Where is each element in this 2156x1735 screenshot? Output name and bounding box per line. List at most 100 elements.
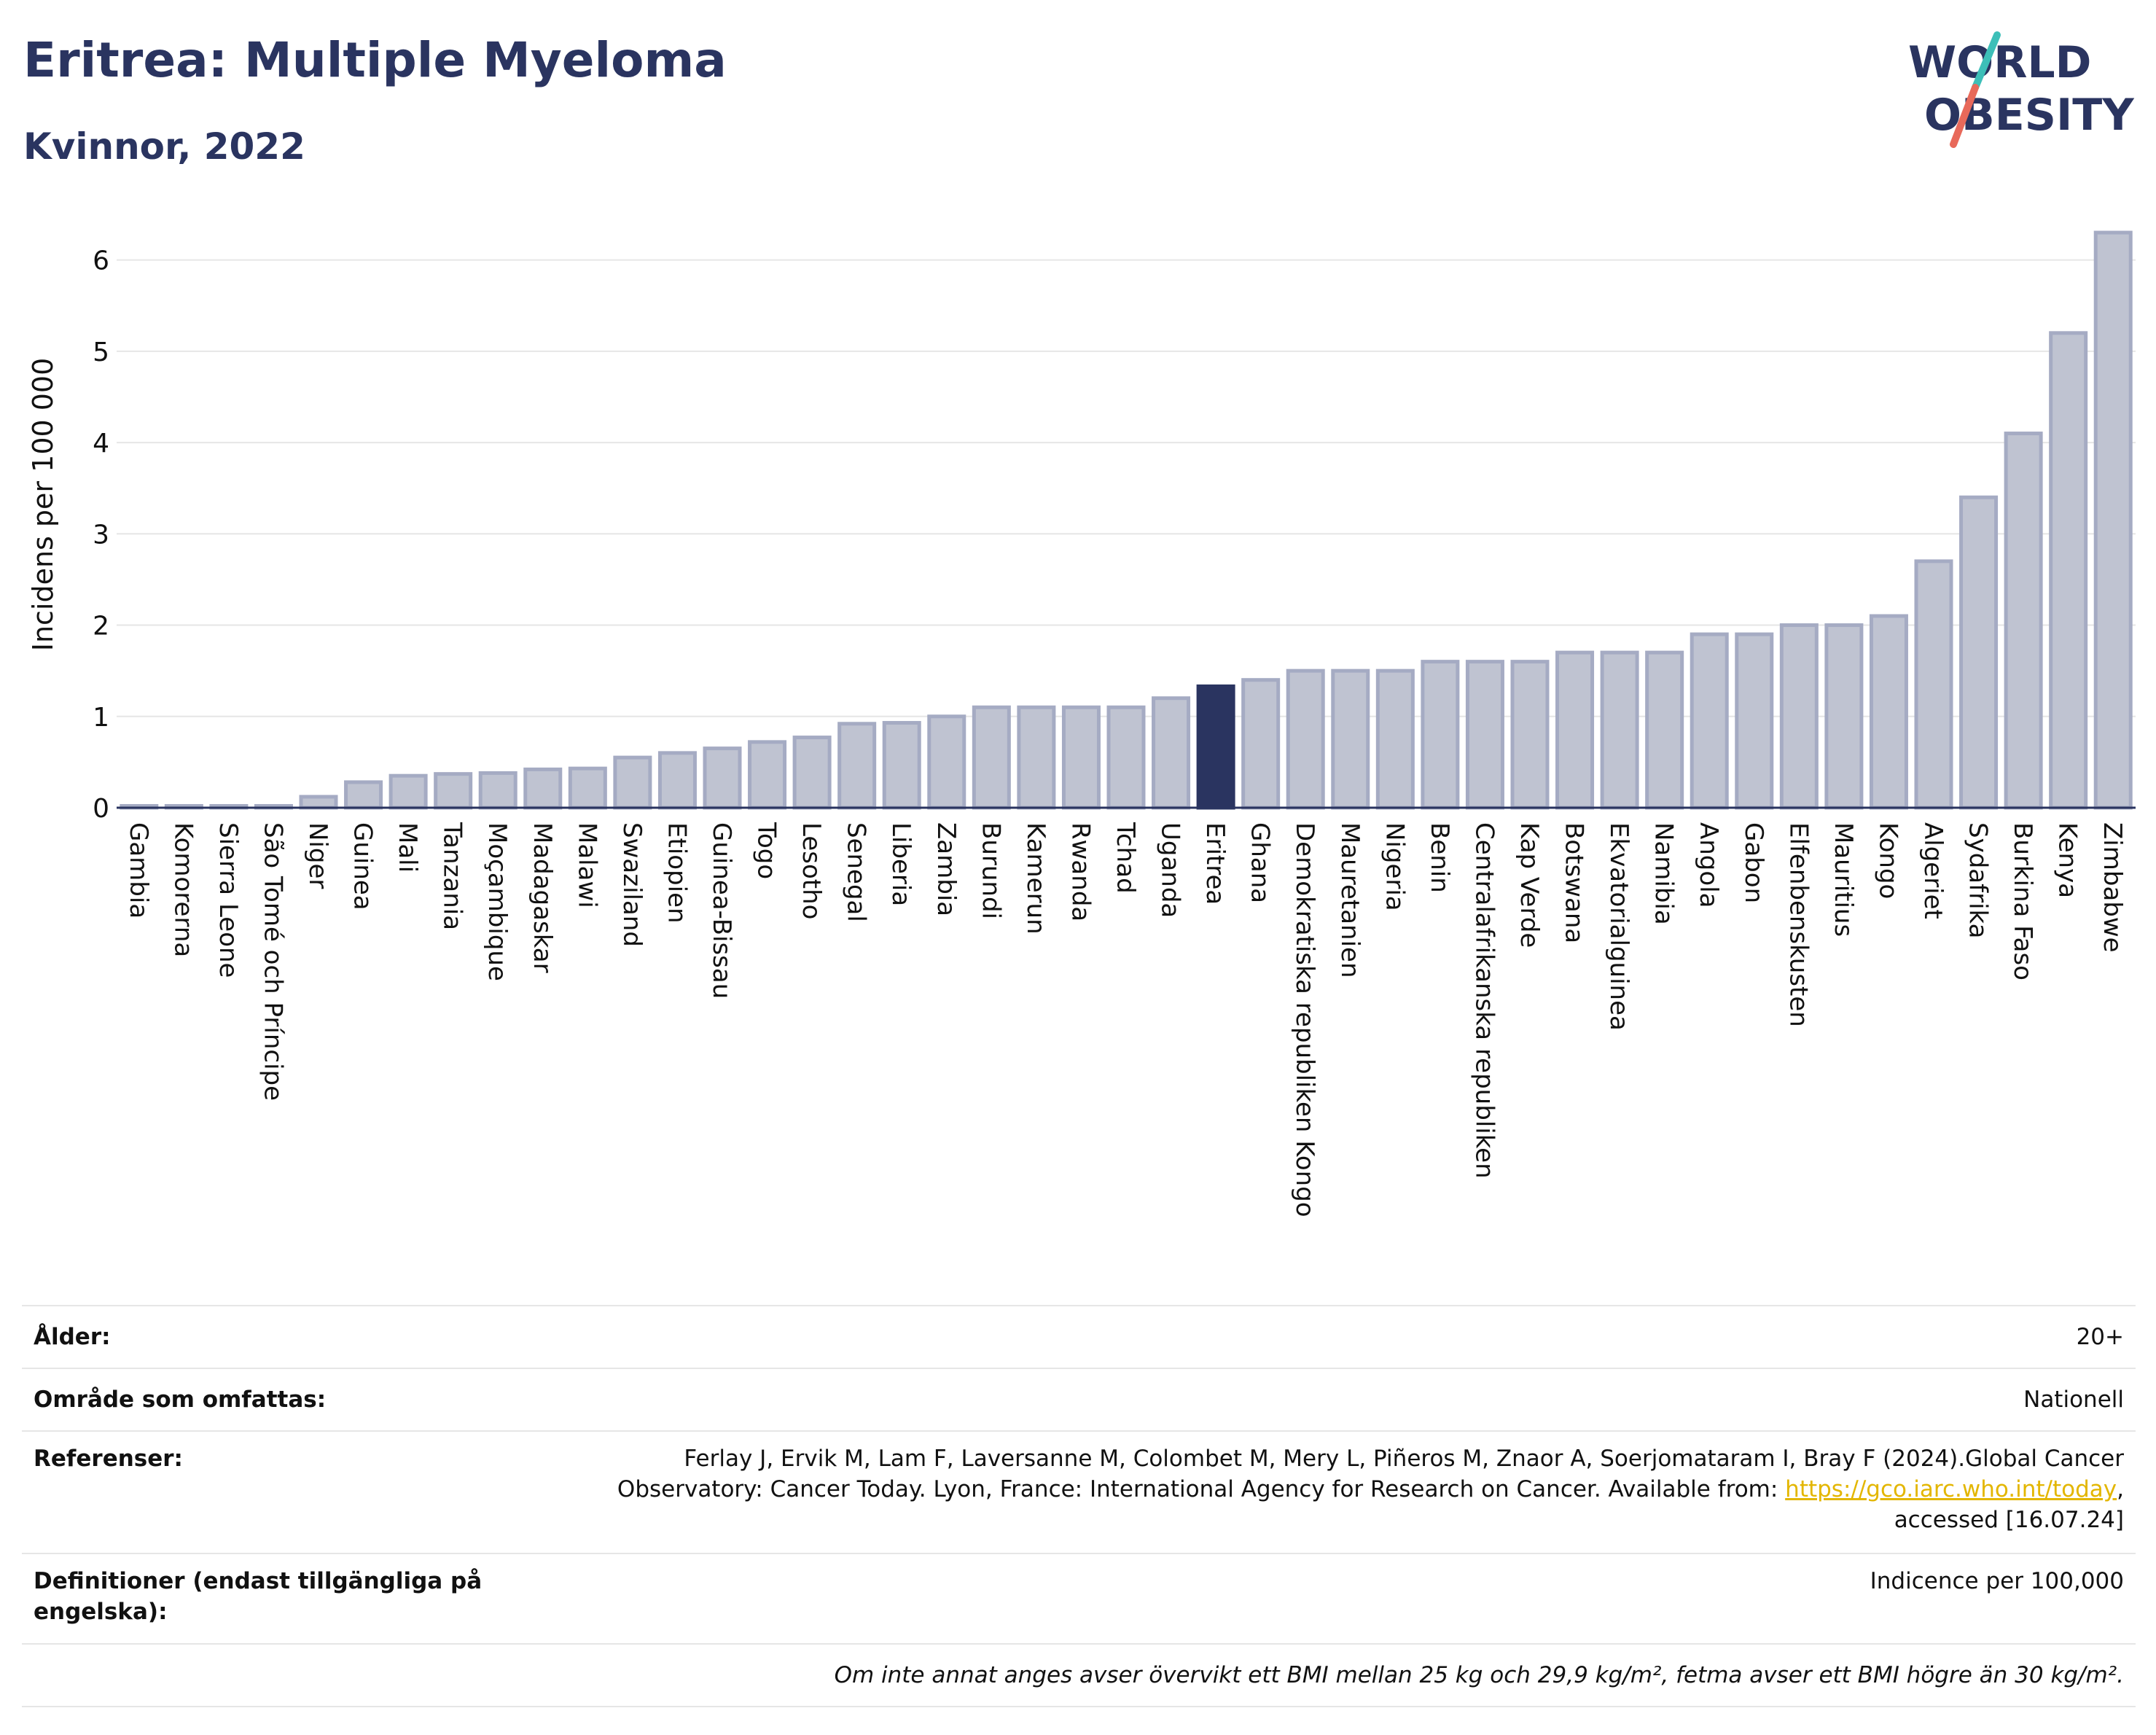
x-tick-label: Gambia	[124, 822, 153, 919]
references-label: Referenser:	[34, 1446, 183, 1472]
x-tick-label: Komorerna	[168, 822, 198, 957]
definitions-label: Definitioner (endast tillgängliga på eng…	[34, 1568, 483, 1625]
x-tick-label: Algeriet	[1918, 822, 1948, 919]
reference-text-1: Ferlay J, Ervik M, Lam F, Laversanne M, …	[684, 1446, 2124, 1472]
x-tick-label: Mali	[393, 822, 422, 873]
x-tick-label: Moçambique	[483, 822, 512, 981]
bar	[2004, 432, 2043, 810]
x-tick-label: Burundi	[976, 822, 1005, 919]
info-row-definitions: Definitioner (endast tillgängliga på eng…	[22, 1553, 2136, 1643]
x-tick-label: Burkina Faso	[2008, 822, 2037, 980]
bar	[1779, 623, 1819, 810]
reference-text-4: accessed [16.07.24]	[1894, 1507, 2124, 1533]
logo-slash-teal	[1972, 31, 2001, 91]
bar	[1645, 650, 1684, 810]
y-tick-label: 6	[93, 246, 109, 276]
x-tick-label: Tchad	[1111, 822, 1140, 894]
bar	[1735, 632, 1774, 810]
bar	[434, 772, 473, 810]
info-row-note: Om inte annat anges avser övervikt ett B…	[22, 1643, 2136, 1707]
info-row-age: Ålder: 20+	[22, 1305, 2136, 1368]
x-tick-label: Guinea	[348, 822, 378, 911]
x-tick-label: Zimbabwe	[2098, 822, 2127, 953]
bar	[2049, 331, 2088, 810]
x-tick-label: Demokratiska republiken Kongo	[1290, 822, 1319, 1217]
page-title: Eritrea: Multiple Myeloma	[23, 32, 727, 88]
bar	[1375, 668, 1415, 810]
x-tick-label: Mauretanien	[1335, 822, 1364, 978]
y-tick-label: 3	[93, 520, 109, 550]
x-tick-label: Gabon	[1739, 822, 1768, 903]
x-tick-label: Ghana	[1246, 822, 1275, 903]
bar	[1824, 623, 1864, 810]
definitions-value: Indicence per 100,000	[1870, 1568, 2124, 1594]
bar	[1690, 632, 1729, 810]
bar	[1510, 660, 1550, 810]
bar	[1555, 650, 1595, 810]
x-tick-label: Lesotho	[797, 822, 826, 919]
reference-text-3: ,	[2117, 1476, 2124, 1502]
reference-link[interactable]: https://gco.iarc.who.int/today	[1785, 1476, 2117, 1502]
x-tick-label: São Tomé och Príncipe	[258, 822, 287, 1101]
bar	[344, 780, 383, 810]
world-obesity-logo: WORLD OBESITY	[1908, 31, 2135, 148]
bar	[478, 771, 517, 810]
bar	[1914, 559, 1953, 810]
area-value: Nationell	[2023, 1387, 2124, 1413]
bar	[523, 767, 563, 810]
x-tick-label: Niger	[303, 822, 332, 889]
bar	[2093, 230, 2133, 810]
bar	[837, 722, 877, 810]
x-tick-label: Eritrea	[1200, 822, 1230, 905]
y-tick-label: 1	[93, 703, 109, 733]
bar	[927, 714, 966, 810]
bar	[972, 705, 1011, 810]
bar	[1600, 650, 1639, 810]
x-tick-label: Madagaskar	[528, 822, 557, 973]
x-tick-label: Benin	[1425, 822, 1454, 893]
x-tick-label: Botswana	[1560, 822, 1589, 943]
bar	[388, 773, 428, 810]
x-tick-label: Rwanda	[1066, 822, 1095, 921]
y-tick-label: 4	[93, 429, 109, 459]
logo-line1: WORLD	[1908, 37, 2091, 88]
x-tick-label: Uganda	[1156, 822, 1185, 918]
x-tick-label: Sierra Leone	[214, 822, 243, 978]
info-table: Ålder: 20+ Område som omfattas: Nationel…	[22, 1305, 2136, 1707]
y-tick-label: 5	[93, 338, 109, 367]
x-tick-label: Etiopien	[662, 822, 691, 924]
x-tick-label: Tanzania	[438, 822, 467, 930]
bar	[882, 721, 921, 810]
bar	[1421, 660, 1460, 810]
reference-text-2: Observatory: Cancer Today. Lyon, France:…	[617, 1476, 1786, 1502]
x-tick-label: Kap Verde	[1515, 822, 1544, 948]
x-tick-label: Kongo	[1873, 822, 1902, 899]
x-tick-label: Kenya	[2053, 822, 2082, 898]
x-tick-label: Guinea-Bissau	[707, 822, 736, 999]
bar-highlight	[1196, 684, 1235, 810]
x-tick-label: Zambia	[931, 822, 961, 916]
bar	[1465, 660, 1504, 810]
bar	[613, 755, 652, 810]
y-axis-label: Incidens per 100 000	[27, 358, 59, 652]
references-value: Ferlay J, Ervik M, Lam F, Laversanne M, …	[485, 1443, 2124, 1535]
x-tick-labels: Gambia Komorerna Sierra Leone São Tomé och …	[124, 822, 2127, 1217]
age-value: 20+	[2076, 1324, 2124, 1350]
x-tick-label: Swaziland	[617, 822, 647, 947]
bar	[1286, 668, 1325, 810]
x-tick-label: Senegal	[842, 822, 871, 922]
page-subtitle: Kvinnor, 2022	[23, 125, 305, 168]
bar	[1331, 668, 1370, 810]
y-tick-label: 0	[93, 794, 109, 824]
bar-chart: 0 1 2 3 4 5 6 Gambia Komorerna Sierra Leone São T…	[27, 230, 2136, 1217]
bar	[1959, 495, 1999, 810]
bar	[568, 766, 607, 810]
bars	[120, 230, 2133, 810]
x-tick-label: Angola	[1694, 822, 1723, 908]
x-tick-label: Nigeria	[1380, 822, 1409, 911]
bar	[1017, 705, 1056, 810]
info-row-references: Referenser: Ferlay J, Ervik M, Lam F, La…	[22, 1430, 2136, 1553]
area-label: Område som omfattas:	[34, 1387, 327, 1413]
x-tick-label: Kamerun	[1021, 822, 1050, 935]
bar	[792, 736, 832, 810]
